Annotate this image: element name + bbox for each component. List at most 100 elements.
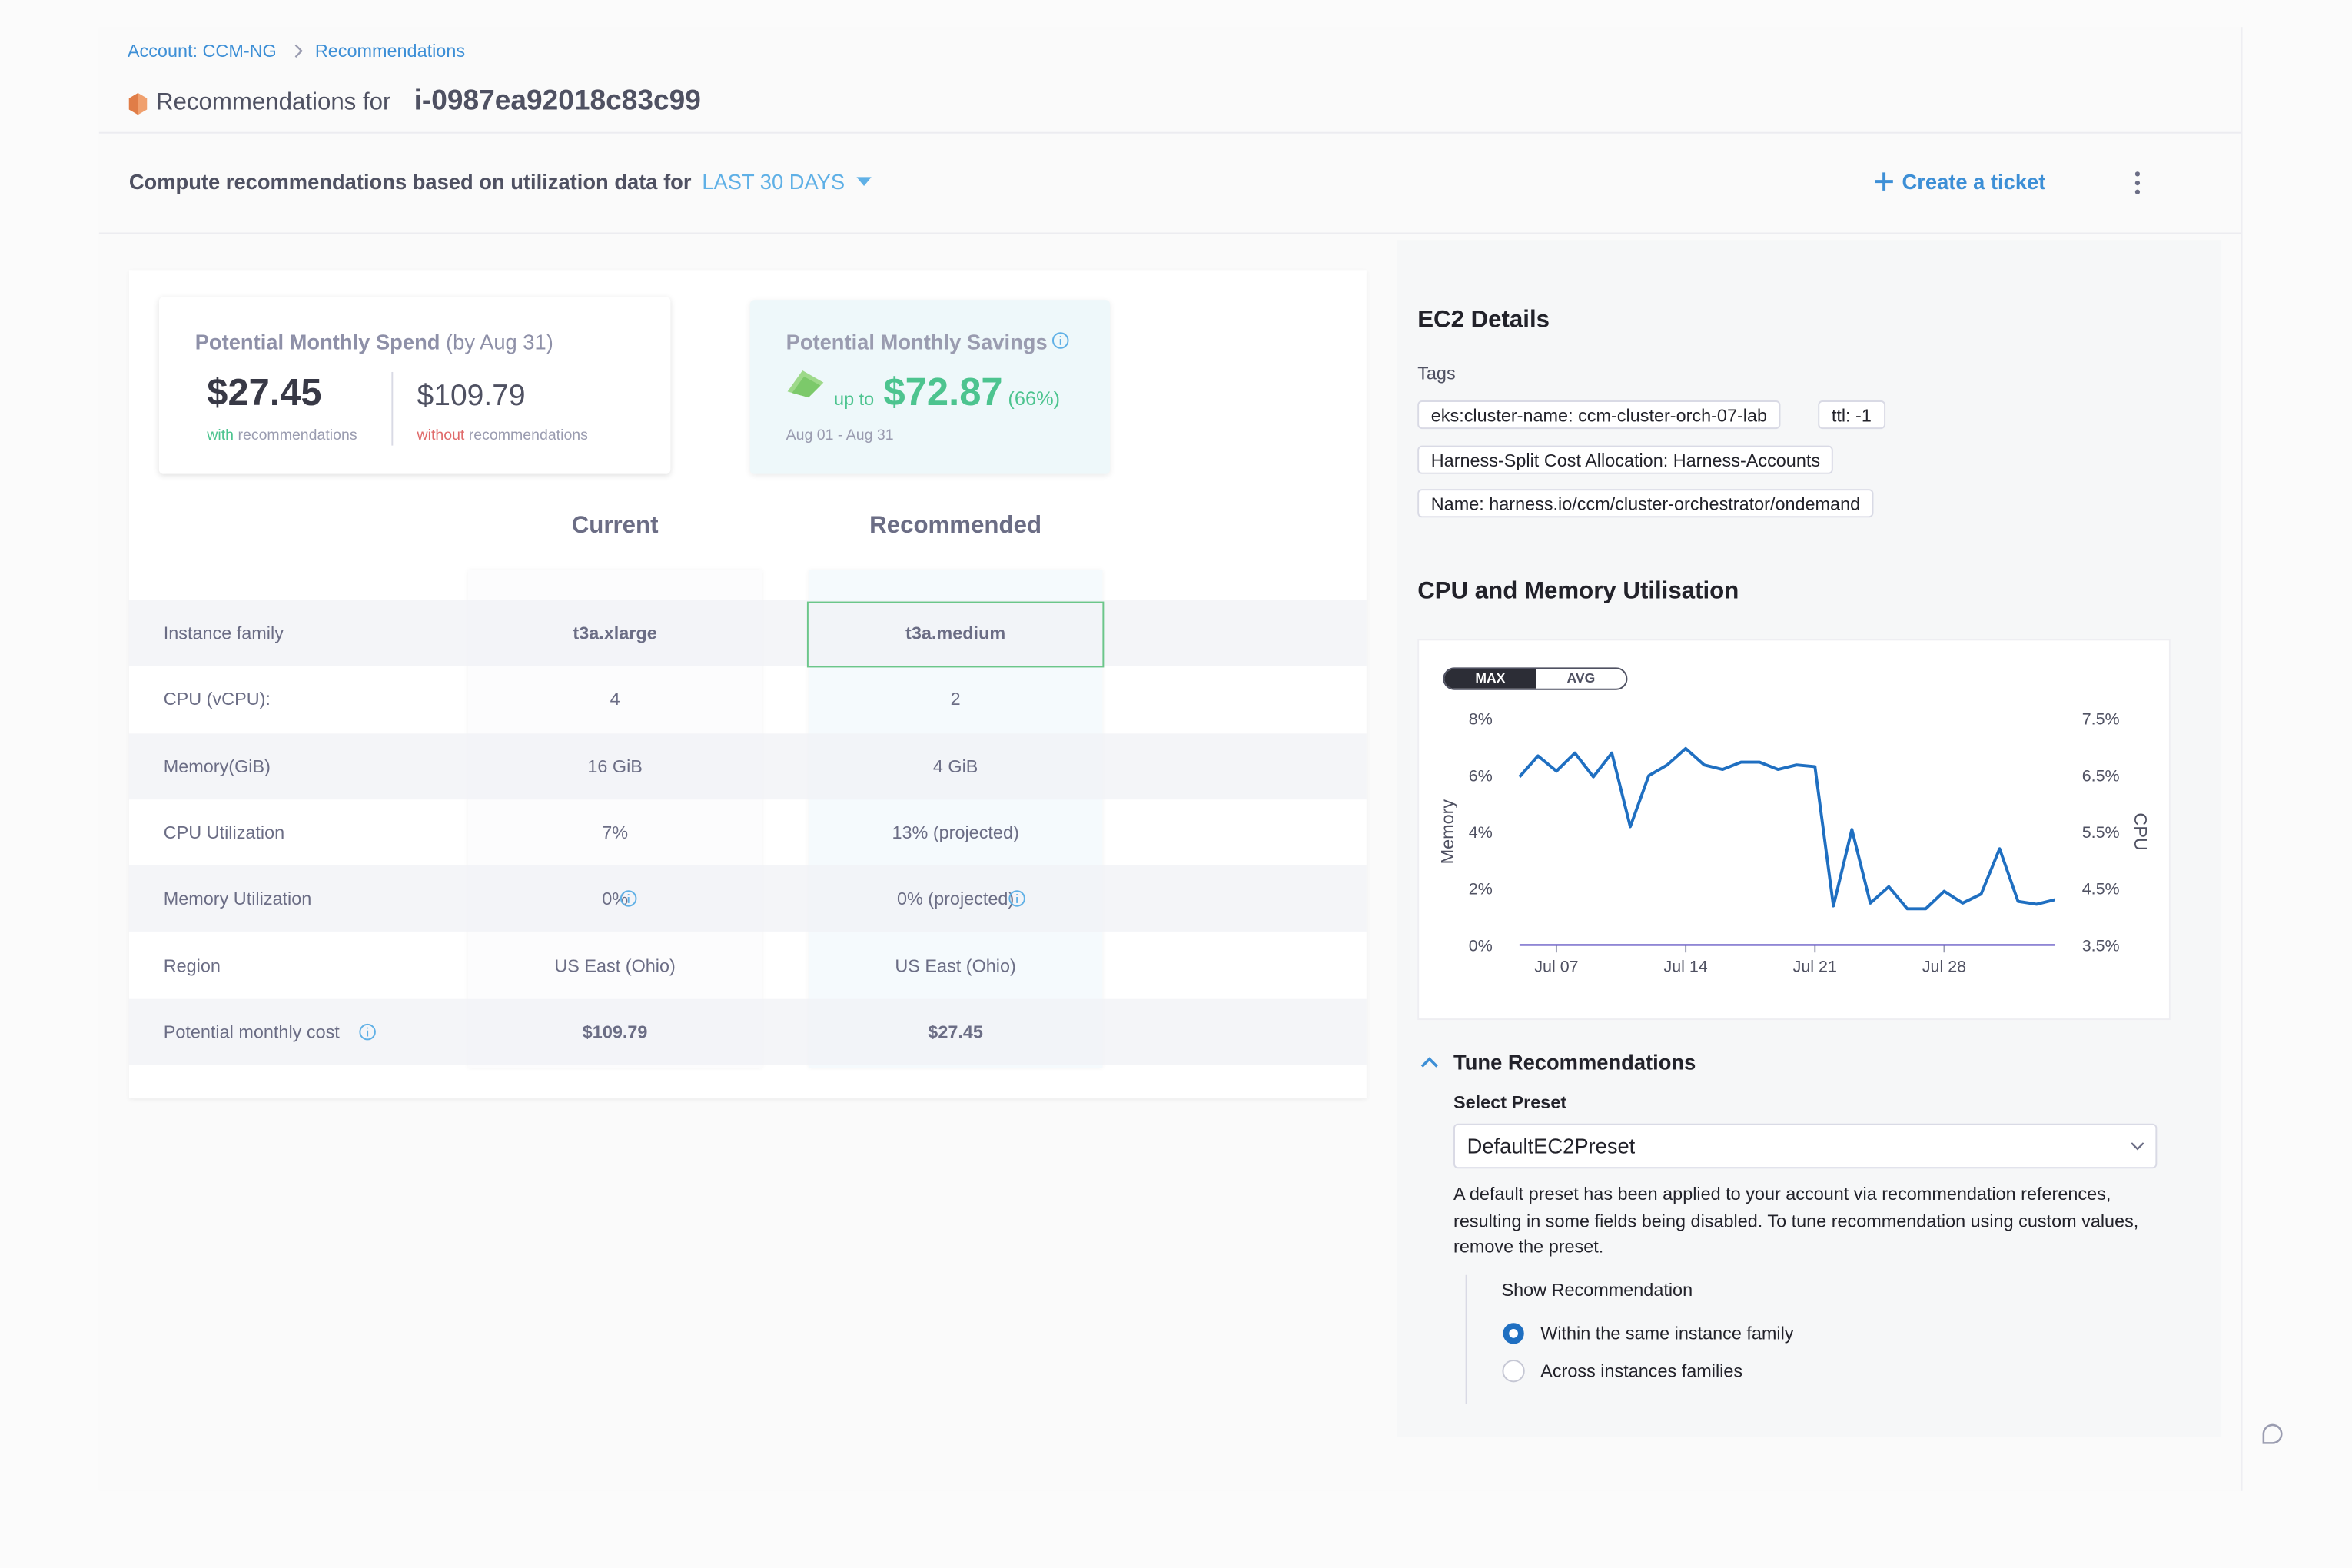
instance-id: i-0987ea92018c83c99 (414, 85, 701, 118)
row-label: Memory(GiB) (163, 755, 271, 777)
savings-icon (787, 370, 824, 398)
section-title: CPU and Memory Utilisation (1417, 579, 1739, 605)
y2-tick-label: 3.5% (2082, 936, 2120, 955)
x-tick-label: Jul 28 (1922, 958, 1966, 976)
support-icon[interactable] (2257, 1422, 2287, 1449)
highlight-cell (806, 601, 1105, 668)
toolbar-label: Compute recommendations based on utiliza… (128, 169, 692, 194)
without-word: without (417, 427, 465, 444)
row-label: Potential monthly cost (163, 1021, 340, 1042)
current-value: 4 (610, 689, 620, 710)
y-tick-label: 6% (1469, 766, 1493, 785)
breadcrumb-link[interactable]: Account: CCM-NG (127, 40, 277, 62)
plus-icon (1875, 172, 1893, 191)
table-row: CPU (vCPU): 4 2 (129, 666, 1367, 733)
row-label: CPU Utilization (163, 822, 285, 843)
spend-title-note: (by Aug 31) (446, 330, 553, 354)
breadcrumb-link[interactable]: Recommendations (314, 40, 466, 62)
recommended-value: 13% (projected) (892, 822, 1019, 843)
recommended-value: 2 (950, 689, 961, 710)
chart-box: MAX AVG 0% 2% 4% 6% 8% 3.5% 4.5% 5.5% 6.5% 7.5% Ju… (1417, 639, 2171, 1021)
spend-with-value: $27.45 (207, 371, 322, 414)
spend-card (158, 297, 671, 474)
savings-amount: $72.87 (883, 369, 1003, 414)
spend-title-text: Potential Monthly Spend (194, 330, 440, 354)
spend-title: Potential Monthly Spend (by Aug 31) (195, 330, 553, 355)
divider (98, 131, 2241, 134)
table-row: Memory Utilization 0% 0% (projected) (128, 865, 1367, 932)
with-caption: recommendations (238, 427, 357, 444)
column-header: Recommended (869, 513, 1042, 539)
x-tick-label: Jul 07 (1534, 958, 1578, 976)
current-value: 16 GiB (587, 755, 643, 777)
spend-without-value: $109.79 (417, 379, 526, 413)
divider (391, 371, 394, 446)
preset-select[interactable]: DefaultEC2Preset (1453, 1123, 2158, 1169)
series-line (1518, 746, 2056, 911)
row-label: Instance family (163, 622, 284, 644)
table-row: CPU Utilization 7% 13% (projected) (129, 799, 1367, 865)
y2-axis-label: CPU (2131, 812, 2151, 850)
header-prefix: Recommendations for (155, 90, 391, 116)
row-label: CPU (vCPU): (163, 689, 271, 710)
info-icon[interactable] (620, 889, 637, 907)
instance-icon (128, 92, 148, 115)
y-tick-label: 0% (1469, 936, 1493, 955)
select-label: Select Preset (1453, 1091, 1567, 1114)
more-menu[interactable] (2131, 170, 2144, 197)
savings-title: Potential Monthly Savings (786, 330, 1048, 354)
table-row: Instance family t3a.xlarge t3a.medium (128, 600, 1367, 666)
table-row: Region US East (Ohio) US East (Ohio) (129, 932, 1367, 998)
radio[interactable] (1501, 1359, 1525, 1383)
spend-without-caption: without recommendations (417, 427, 588, 445)
current-value: 0% (602, 888, 629, 909)
radio-selected[interactable] (1501, 1321, 1525, 1345)
create-ticket[interactable]: Create a ticket (1902, 169, 2046, 194)
info-icon[interactable] (1008, 889, 1025, 907)
spend-with-caption: with recommendations (207, 427, 357, 445)
info-icon[interactable] (1051, 331, 1069, 349)
y-tick-label: 2% (1469, 880, 1493, 899)
breadcrumb-chevron (294, 44, 303, 58)
show-label: Show Recommendation (1501, 1279, 1693, 1301)
max-avg-toggle[interactable]: MAX AVG (1443, 667, 1628, 690)
row-label: Region (163, 955, 221, 976)
y2-tick-label: 4.5% (2082, 880, 2120, 899)
tag: eks:cluster-name: ccm-cluster-orch-07-la… (1417, 400, 1781, 430)
radio-label[interactable]: Within the same instance family (1540, 1323, 1794, 1344)
recommended-value: $27.45 (928, 1021, 983, 1042)
savings-range: Aug 01 - Aug 31 (786, 427, 894, 444)
tune-title[interactable]: Tune Recommendations (1453, 1050, 1696, 1075)
current-value: t3a.xlarge (573, 622, 657, 644)
y2-tick-label: 6.5% (2082, 766, 2120, 785)
without-caption: recommendations (468, 427, 588, 444)
period-caret (856, 177, 872, 186)
y-tick-label: 4% (1469, 823, 1493, 842)
period-select[interactable]: LAST 30 DAYS (702, 169, 845, 194)
current-value: US East (Ohio) (554, 955, 676, 976)
radio-label[interactable]: Across instances families (1540, 1360, 1743, 1382)
savings-prefix: up to (834, 388, 875, 410)
savings-percent: (66%) (1008, 387, 1061, 410)
tag: ttl: -1 (1818, 400, 1885, 430)
select-chevron (2131, 1142, 2144, 1151)
column-header: Current (571, 513, 659, 539)
table-row: Memory(GiB) 16 GiB 4 GiB (128, 733, 1367, 799)
preset-description: A default preset has been applied to you… (1453, 1183, 2139, 1257)
tags-label: Tags (1417, 363, 1456, 384)
recommended-value: 0% (projected) (896, 888, 1015, 909)
y2-tick-label: 5.5% (2082, 823, 2120, 842)
recommended-value: 4 GiB (932, 755, 978, 777)
toggle-option[interactable]: AVG (1566, 670, 1596, 686)
section-title: EC2 Details (1417, 307, 1550, 334)
with-word: with (207, 427, 234, 444)
table-row: Potential monthly cost $109.79 $27.45 (128, 998, 1367, 1065)
collapse-chevron[interactable] (1420, 1056, 1438, 1068)
toggle-option[interactable]: MAX (1444, 669, 1536, 689)
divider (98, 232, 2241, 234)
recommended-value: t3a.medium (905, 622, 1006, 644)
x-tick-label: Jul 14 (1663, 958, 1707, 976)
info-icon[interactable] (358, 1023, 376, 1041)
